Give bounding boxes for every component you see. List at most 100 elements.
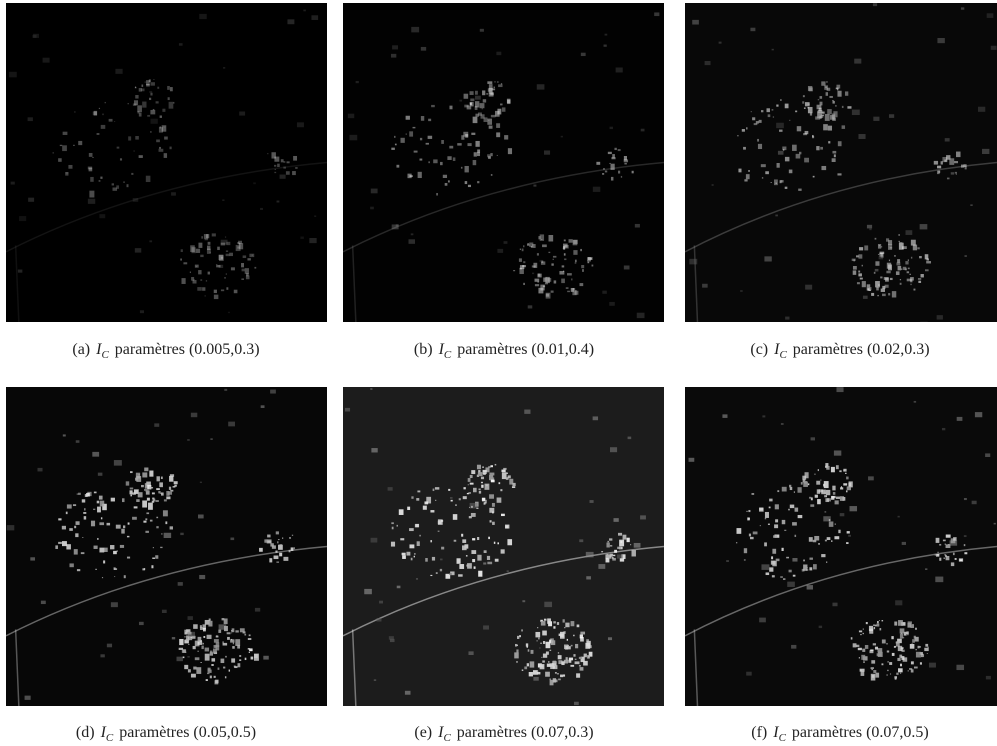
bright-patch	[610, 553, 614, 557]
field-patch	[990, 45, 997, 50]
bright-patch	[964, 166, 967, 170]
bright-patch	[471, 470, 476, 475]
bright-patch	[137, 105, 142, 113]
bright-patch	[545, 276, 550, 284]
bright-patch	[530, 649, 534, 654]
bright-patch	[99, 500, 105, 507]
bright-patch	[949, 158, 955, 165]
bright-patch	[487, 154, 491, 158]
bright-patch	[217, 667, 220, 670]
bright-patch	[156, 516, 159, 519]
bright-patch	[464, 181, 468, 185]
bright-patch	[540, 642, 542, 644]
bright-patch	[855, 644, 860, 648]
bright-patch	[195, 266, 197, 268]
bright-patch	[150, 131, 152, 133]
bright-patch	[535, 631, 541, 638]
bright-patch	[939, 543, 942, 546]
bright-patch	[523, 245, 525, 248]
bright-patch	[238, 240, 243, 244]
bright-patch	[764, 517, 767, 520]
bright-patch	[537, 281, 540, 283]
caption-subscript: C	[105, 732, 114, 745]
bright-patch	[135, 86, 137, 88]
bright-patch	[798, 188, 802, 191]
bright-patch	[622, 534, 627, 540]
bright-patch	[549, 663, 554, 667]
field-patch	[913, 400, 917, 403]
field-patch	[950, 172, 955, 175]
bright-patch	[808, 87, 813, 92]
bright-patch	[900, 647, 904, 650]
bright-patch	[896, 672, 899, 675]
caption-label: (a)	[72, 341, 91, 358]
bright-patch	[838, 529, 841, 534]
bright-patch	[609, 545, 613, 547]
bright-patch	[958, 558, 964, 562]
bright-patch	[861, 654, 866, 660]
field-patch	[971, 500, 977, 505]
field-patch	[279, 174, 286, 179]
bright-patch	[206, 234, 210, 239]
bright-patch	[809, 112, 813, 116]
bright-patch	[839, 470, 842, 473]
bright-patch	[289, 537, 291, 539]
field-patch	[371, 448, 378, 453]
field-patch	[199, 574, 206, 580]
bright-patch	[141, 84, 144, 87]
bright-patch	[596, 161, 601, 165]
bright-patch	[101, 577, 104, 579]
bright-patch	[160, 492, 164, 496]
bright-patch	[162, 510, 168, 517]
field-patch	[935, 576, 944, 583]
bright-patch	[944, 159, 947, 162]
bright-patch	[883, 277, 889, 280]
bright-patch	[542, 640, 546, 644]
bright-patch	[907, 670, 909, 672]
bright-patch	[490, 174, 493, 176]
bright-patch	[72, 504, 77, 507]
bright-patch	[197, 636, 202, 641]
bright-patch	[557, 652, 560, 654]
bright-patch	[918, 646, 921, 648]
bright-patch	[152, 108, 155, 111]
bright-patch	[866, 284, 871, 288]
bright-patch	[283, 166, 286, 169]
field-patch	[823, 516, 831, 522]
bright-patch	[865, 621, 868, 625]
bright-patch	[477, 149, 481, 153]
bright-patch	[920, 274, 924, 278]
bright-patch	[215, 679, 219, 684]
bright-patch	[151, 500, 155, 503]
bright-patch	[58, 518, 62, 521]
bright-patch	[435, 499, 437, 501]
bright-patch	[92, 156, 94, 158]
bright-patch	[142, 568, 146, 571]
field-patch	[806, 585, 813, 590]
bright-patch	[103, 560, 106, 564]
bright-patch	[129, 490, 133, 495]
bright-patch	[940, 161, 943, 165]
bright-patch	[422, 505, 427, 510]
bright-patch	[400, 538, 405, 541]
bright-patch	[184, 664, 189, 670]
bright-patch	[193, 624, 198, 629]
field-patch	[218, 264, 224, 268]
bright-patch	[500, 83, 503, 85]
bright-patch	[886, 642, 888, 645]
field-patch	[230, 537, 235, 541]
bright-patch	[442, 174, 448, 179]
bright-patch	[113, 550, 117, 555]
bright-patch	[779, 180, 782, 184]
bright-patch	[173, 101, 175, 104]
bright-patch	[207, 667, 211, 671]
field-patch	[181, 649, 187, 653]
bright-patch	[912, 244, 918, 251]
bright-patch	[917, 278, 922, 280]
bright-patch	[532, 670, 538, 675]
field-patch	[740, 290, 743, 292]
bright-patch	[148, 79, 151, 83]
bright-patch	[264, 539, 268, 543]
field-patch	[692, 19, 699, 25]
bright-patch	[946, 177, 950, 180]
